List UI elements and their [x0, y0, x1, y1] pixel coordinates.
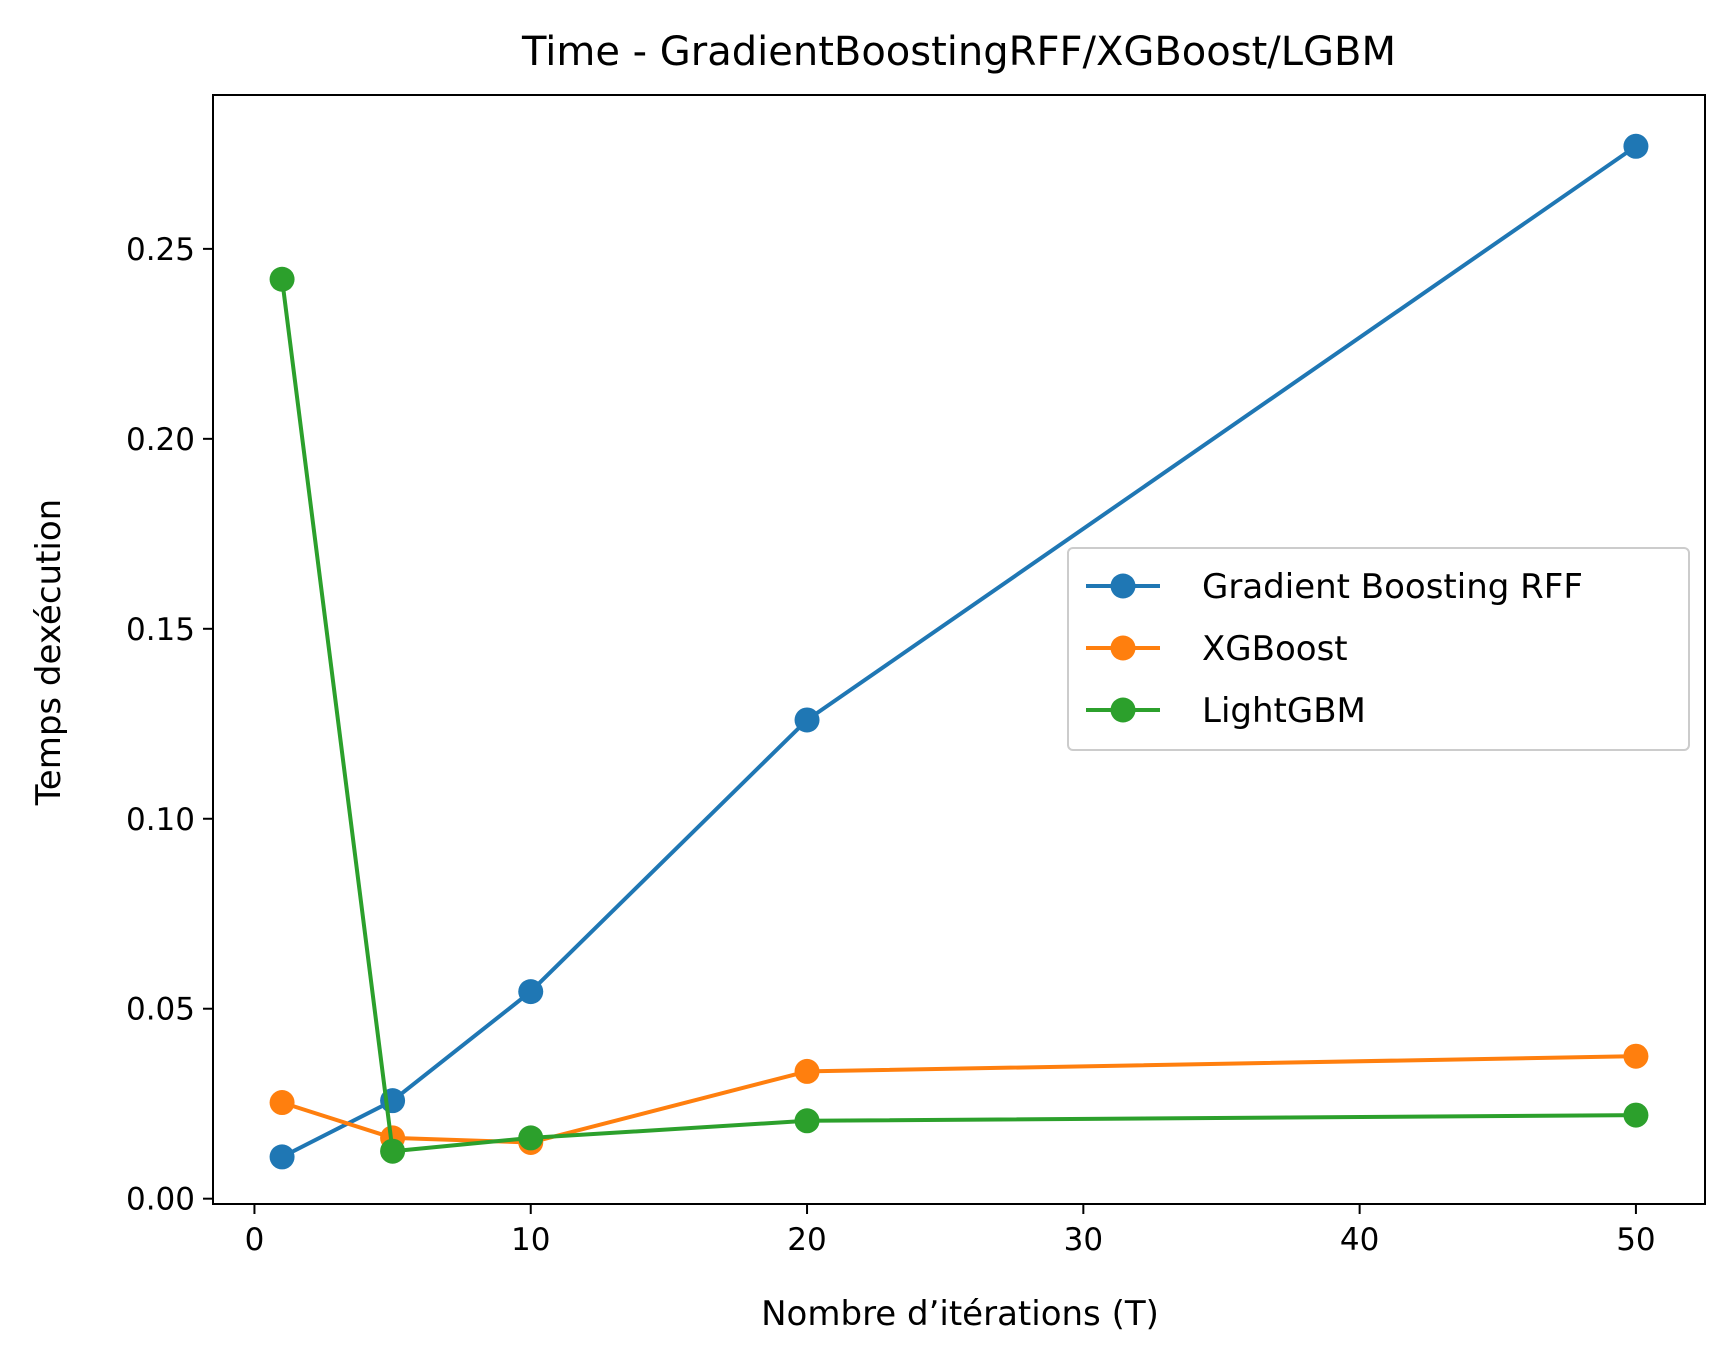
data-point: [1623, 133, 1649, 159]
y-tick-label: 0.25: [126, 232, 195, 268]
series-2: [269, 266, 1649, 1164]
data-point: [1623, 1102, 1649, 1128]
legend-entry-2: LightGBM: [1086, 691, 1366, 731]
y-tick-label: 0.00: [126, 1182, 195, 1218]
plot-frame: [212, 94, 1706, 1205]
y-tick-label: 0.05: [126, 992, 195, 1028]
y-tick-label: 0.15: [126, 612, 195, 648]
data-point: [794, 707, 820, 733]
data-point: [1623, 1043, 1649, 1069]
chart-title: Time - GradientBoostingRFF/XGBoost/LGBM: [521, 29, 1396, 75]
series-layer: [269, 133, 1649, 1170]
x-axis-label: Nombre d’itérations (T): [761, 1294, 1159, 1334]
y-tick-label: 0.20: [126, 422, 195, 458]
x-tick-label: 40: [1340, 1222, 1379, 1258]
series-0: [269, 133, 1649, 1170]
x-tick-label: 0: [245, 1222, 265, 1258]
data-point: [380, 1138, 406, 1164]
legend-entry-1: XGBoost: [1086, 629, 1348, 669]
data-point: [269, 1144, 295, 1170]
legend-label: XGBoost: [1202, 629, 1348, 669]
legend-marker: [1110, 635, 1136, 661]
data-point: [518, 979, 544, 1005]
data-point: [518, 1125, 544, 1151]
x-tick-label: 50: [1616, 1222, 1655, 1258]
data-point: [794, 1108, 820, 1134]
data-point: [269, 1090, 295, 1116]
y-tick-label: 0.10: [126, 802, 195, 838]
y-axis-label: Temps dexécution: [29, 499, 69, 806]
data-point: [794, 1058, 820, 1084]
legend-box: [1067, 547, 1690, 751]
x-tick-label: 10: [511, 1222, 550, 1258]
legend: Gradient Boosting RFF XGBoost LightGBM: [1067, 547, 1690, 751]
legend-entry-0: Gradient Boosting RFF: [1086, 567, 1583, 607]
legend-marker: [1110, 573, 1136, 599]
legend-marker: [1110, 697, 1136, 723]
legend-label: Gradient Boosting RFF: [1202, 567, 1583, 607]
legend-label: LightGBM: [1202, 691, 1366, 731]
x-tick-label: 30: [1064, 1222, 1103, 1258]
data-point: [269, 266, 295, 292]
x-tick-label: 20: [787, 1222, 826, 1258]
